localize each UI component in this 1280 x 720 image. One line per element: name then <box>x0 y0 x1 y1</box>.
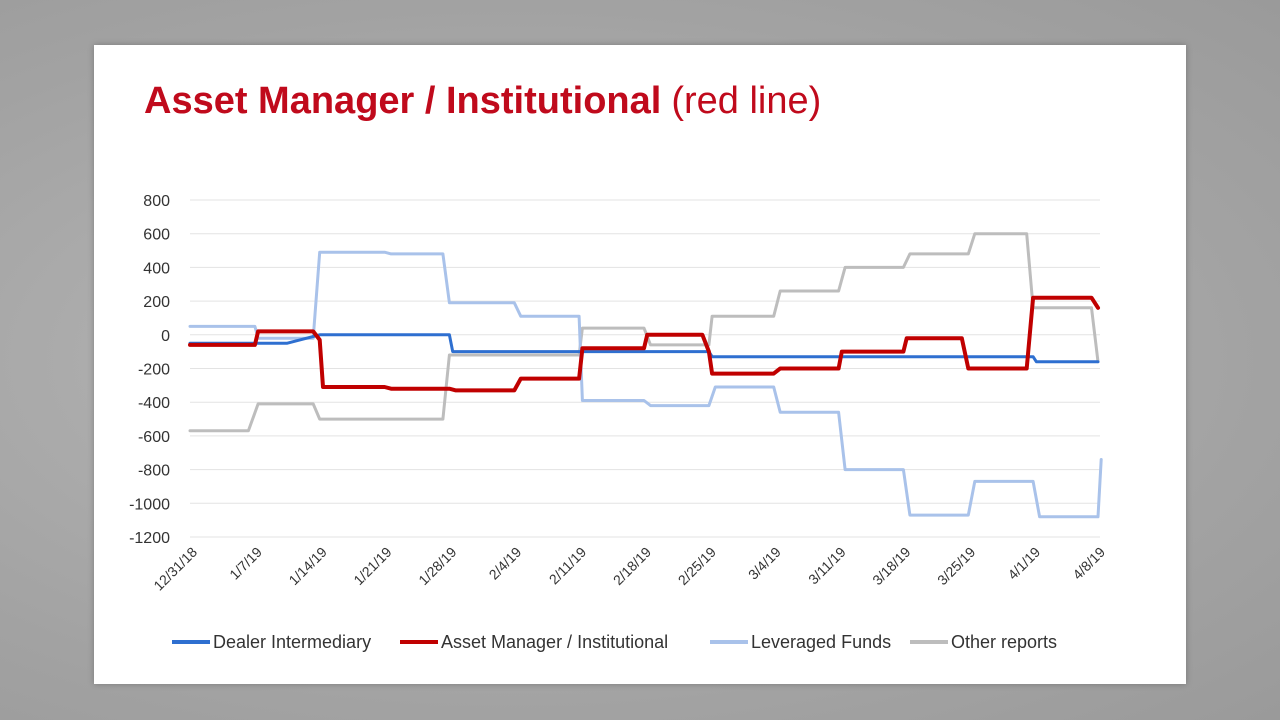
y-tick-label: -1200 <box>129 530 170 547</box>
y-tick-label: -600 <box>138 429 170 446</box>
legend-item-asset-manager-institutional: Asset Manager / Institutional <box>400 632 668 652</box>
slide-title-main: Asset Manager / Institutional <box>144 80 662 122</box>
presentation-slide: Asset Manager / Institutional (red line) … <box>94 45 1186 684</box>
y-tick-label: 200 <box>143 294 170 311</box>
legend-label: Other reports <box>951 632 1057 652</box>
series-line-other-reports <box>188 232 1100 433</box>
series-line-asset-manager-institutional <box>188 295 1100 393</box>
y-tick-label: 800 <box>143 193 170 210</box>
y-tick-label: 400 <box>143 260 170 277</box>
y-tick-label: -200 <box>138 362 170 379</box>
chart-series <box>188 232 1103 519</box>
y-tick-label: 600 <box>143 227 170 244</box>
y-tick-label: 0 <box>161 328 170 345</box>
y-tick-label: -1000 <box>129 496 170 513</box>
legend-label: Asset Manager / Institutional <box>441 632 668 652</box>
y-tick-label: -400 <box>138 395 170 412</box>
legend-label: Dealer Intermediary <box>213 632 371 652</box>
series-line-dealer-intermediary <box>188 333 1100 364</box>
positions-line-chart: 8006004002000-200-400-600-800-1000-1200 … <box>94 171 1186 684</box>
y-axis-ticks: 800 600 400 200 0 -200 -400 -600 -800 -1000 -1200 <box>129 193 170 547</box>
slide-title-subtitle: (red line) <box>671 80 822 122</box>
legend-item-dealer-intermediary: Dealer Intermediary <box>172 632 371 652</box>
y-tick-label: -800 <box>138 463 170 480</box>
legend-item-leveraged-funds: Leveraged Funds <box>710 632 891 652</box>
legend-label: Leveraged Funds <box>751 632 891 652</box>
series-line-leveraged-funds <box>188 250 1103 519</box>
legend-item-other-reports: Other reports <box>910 632 1057 652</box>
chart-legend: Dealer Intermediary Asset Manager / Insti… <box>172 632 1057 652</box>
slide-title: Asset Manager / Institutional (red line) <box>144 77 821 125</box>
chart-area <box>94 171 1186 684</box>
